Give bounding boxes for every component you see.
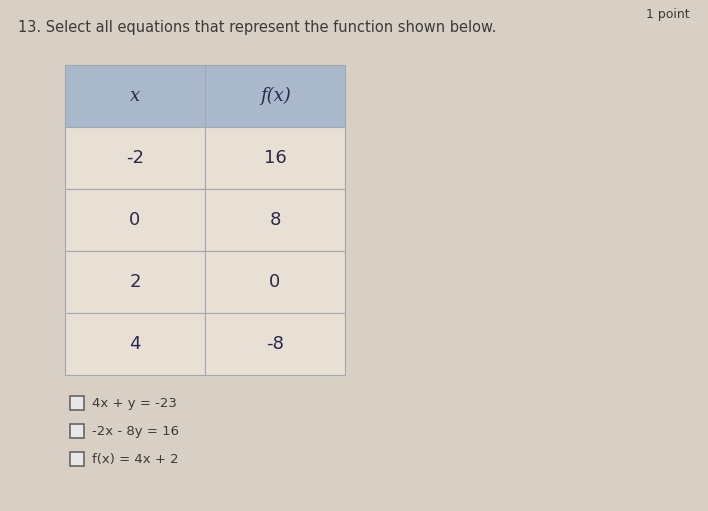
Text: 8: 8 — [269, 211, 280, 229]
Text: 2: 2 — [130, 273, 141, 291]
Bar — [70, 452, 84, 466]
Bar — [205, 65, 345, 127]
Bar — [205, 127, 345, 189]
Text: 0: 0 — [269, 273, 280, 291]
Bar — [65, 127, 205, 189]
Text: x: x — [130, 87, 140, 105]
Text: 1 point: 1 point — [646, 8, 690, 21]
Text: f(x): f(x) — [260, 87, 290, 105]
Bar — [65, 313, 205, 375]
Text: 13. Select all equations that represent the function shown below.: 13. Select all equations that represent … — [18, 20, 496, 35]
Bar — [205, 189, 345, 251]
Bar — [70, 424, 84, 438]
Bar — [70, 396, 84, 410]
Bar — [65, 251, 205, 313]
Text: f(x) = 4x + 2: f(x) = 4x + 2 — [92, 453, 178, 466]
Bar — [65, 65, 205, 127]
Text: 4x + y = -23: 4x + y = -23 — [92, 397, 177, 409]
Text: 4: 4 — [130, 335, 141, 353]
Text: -2: -2 — [126, 149, 144, 167]
Text: -8: -8 — [266, 335, 284, 353]
Text: 0: 0 — [130, 211, 141, 229]
Bar — [205, 251, 345, 313]
Text: -2x - 8y = 16: -2x - 8y = 16 — [92, 425, 179, 437]
Text: 16: 16 — [263, 149, 286, 167]
Bar — [65, 189, 205, 251]
Bar — [205, 313, 345, 375]
